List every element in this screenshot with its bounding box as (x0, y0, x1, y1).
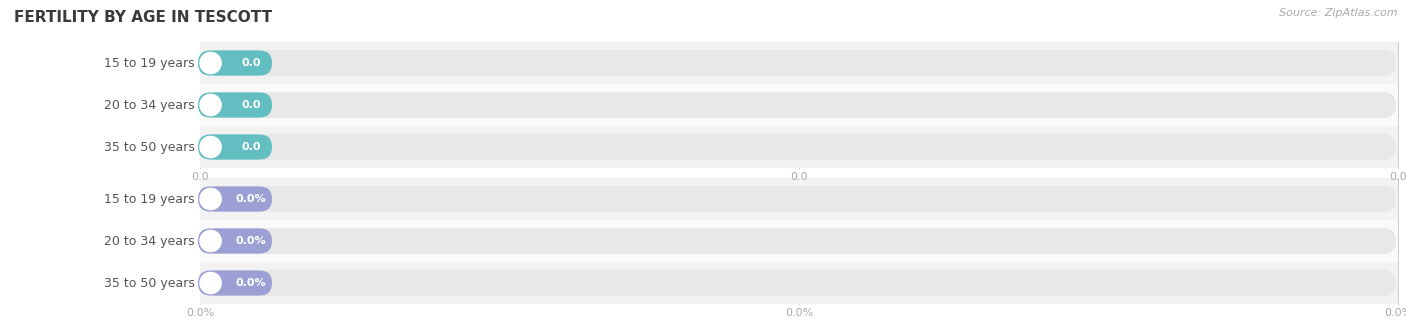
Text: 20 to 34 years: 20 to 34 years (104, 235, 195, 248)
Text: 0.0: 0.0 (242, 100, 262, 110)
FancyBboxPatch shape (202, 92, 1396, 118)
Text: 0.0: 0.0 (242, 58, 262, 68)
Text: 35 to 50 years: 35 to 50 years (104, 141, 195, 153)
Text: 0.0: 0.0 (242, 142, 262, 152)
FancyBboxPatch shape (202, 270, 1396, 296)
FancyBboxPatch shape (198, 92, 271, 117)
Text: 0.0%: 0.0% (186, 308, 214, 318)
Circle shape (200, 94, 222, 116)
Circle shape (200, 272, 222, 294)
FancyBboxPatch shape (202, 186, 1396, 212)
Text: 0.0%: 0.0% (236, 278, 267, 288)
Bar (200, 126, 1398, 168)
Text: 0.0: 0.0 (790, 172, 808, 182)
Text: Source: ZipAtlas.com: Source: ZipAtlas.com (1279, 8, 1398, 18)
FancyBboxPatch shape (198, 186, 271, 212)
FancyBboxPatch shape (202, 134, 1396, 160)
Text: 0.0%: 0.0% (1384, 308, 1406, 318)
Circle shape (200, 188, 222, 210)
Text: 0.0%: 0.0% (785, 308, 813, 318)
FancyBboxPatch shape (202, 50, 1396, 76)
FancyBboxPatch shape (202, 228, 1396, 254)
Text: 0.0%: 0.0% (236, 194, 267, 204)
Circle shape (200, 136, 222, 158)
Text: 0.0%: 0.0% (236, 236, 267, 246)
Text: 20 to 34 years: 20 to 34 years (104, 98, 195, 112)
Text: 15 to 19 years: 15 to 19 years (104, 192, 195, 206)
Text: 35 to 50 years: 35 to 50 years (104, 277, 195, 289)
Bar (200, 42, 1398, 84)
FancyBboxPatch shape (198, 270, 271, 296)
Text: 0.0: 0.0 (191, 172, 209, 182)
Circle shape (200, 52, 222, 74)
Bar (200, 178, 1398, 220)
Bar (200, 84, 1398, 126)
FancyBboxPatch shape (198, 50, 271, 76)
FancyBboxPatch shape (198, 228, 271, 253)
FancyBboxPatch shape (198, 134, 271, 160)
Text: FERTILITY BY AGE IN TESCOTT: FERTILITY BY AGE IN TESCOTT (14, 10, 273, 25)
Circle shape (200, 230, 222, 252)
Text: 15 to 19 years: 15 to 19 years (104, 56, 195, 70)
Text: 0.0: 0.0 (1389, 172, 1406, 182)
Bar (200, 262, 1398, 304)
Bar (200, 220, 1398, 262)
